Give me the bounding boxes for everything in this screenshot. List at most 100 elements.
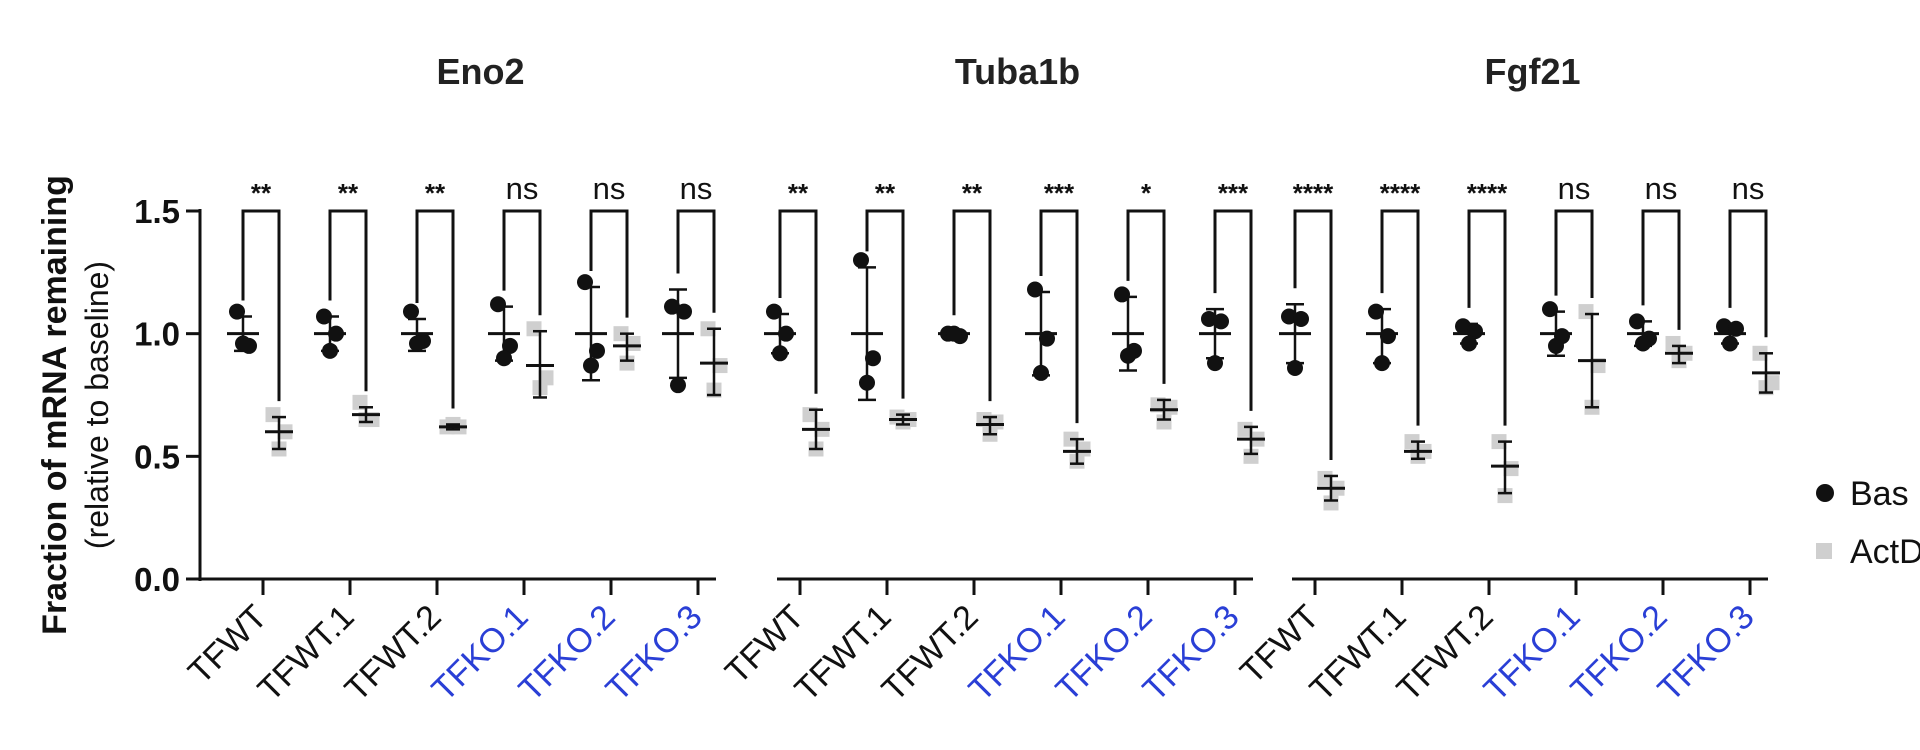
baseline-point bbox=[583, 357, 599, 374]
baseline-point bbox=[859, 374, 875, 391]
x-tick-label: TFWT.2 bbox=[875, 598, 986, 709]
baseline-point bbox=[577, 274, 593, 291]
baseline-point bbox=[946, 325, 962, 342]
significance-label: ** bbox=[338, 178, 359, 208]
y-axis-title: Fraction of mRNA remaining (relative to … bbox=[36, 175, 115, 635]
y-axis-label-line1: Fraction of mRNA remaining bbox=[36, 175, 74, 635]
y-tick-label: 1.5 bbox=[134, 193, 180, 230]
baseline-point bbox=[490, 296, 506, 313]
legend-item-square: ActD bbox=[1816, 533, 1920, 571]
x-tick-label: TFKO.3 bbox=[1651, 598, 1762, 709]
significance-bracket bbox=[1554, 209, 1594, 299]
baseline-point bbox=[1368, 303, 1384, 320]
legend-item-circle: Bas bbox=[1816, 475, 1909, 513]
actd-point bbox=[1317, 470, 1333, 486]
x-tick-label: TFKO.1 bbox=[425, 598, 536, 709]
legend: Bas ActD bbox=[1816, 475, 1920, 571]
x-tick-label: TFWT.1 bbox=[788, 598, 899, 709]
significance-label: ** bbox=[788, 178, 809, 208]
significance-label: *** bbox=[1044, 178, 1075, 208]
baseline-point bbox=[778, 325, 794, 342]
baseline-point bbox=[1293, 310, 1309, 327]
significance-label: ns bbox=[593, 171, 626, 206]
significance-label: ns bbox=[1645, 171, 1678, 206]
y-axis: 0.0 0.5 1.0 1.5 bbox=[134, 193, 202, 598]
panel-fgf21: Fgf21TFWT****TFWT.1****TFWT.2****TFKO.1n… bbox=[1233, 51, 1780, 709]
x-tick-label: TFKO.3 bbox=[1136, 598, 1247, 709]
significance-bracket bbox=[1641, 209, 1681, 330]
chart-panels: Eno2TFWT**TFWT.1**TFWT.2**TFKO.1nsTFKO.2… bbox=[181, 51, 1780, 709]
baseline-point bbox=[1114, 286, 1130, 303]
y-tick-label: 0.5 bbox=[134, 438, 180, 475]
actd-point bbox=[1156, 414, 1172, 430]
significance-bracket bbox=[1213, 209, 1253, 411]
baseline-point bbox=[328, 325, 344, 342]
x-tick-label: TFKO.2 bbox=[1049, 598, 1160, 709]
baseline-point bbox=[1201, 310, 1217, 327]
baseline-point bbox=[853, 252, 869, 269]
baseline-point bbox=[322, 342, 338, 359]
baseline-point bbox=[1207, 355, 1223, 372]
significance-label: *** bbox=[1218, 178, 1249, 208]
baseline-point bbox=[1629, 313, 1645, 330]
baseline-point bbox=[670, 377, 686, 394]
legend-circle-marker bbox=[1816, 484, 1834, 502]
group-tfwt: TFWT** bbox=[181, 178, 293, 691]
baseline-point bbox=[502, 337, 518, 354]
significance-bracket bbox=[865, 209, 905, 399]
baseline-point bbox=[316, 308, 332, 325]
significance-label: ** bbox=[875, 178, 896, 208]
baseline-point bbox=[772, 345, 788, 362]
y-tick-label: 1.0 bbox=[134, 316, 180, 353]
significance-bracket bbox=[1467, 209, 1507, 426]
panel-eno2: Eno2 TFWT**TFWT.1 ** TFWT.2 ** TFKO.1 ns TFKO.2… bbox=[181, 51, 728, 709]
actd-point bbox=[1243, 448, 1259, 464]
baseline-point bbox=[865, 350, 881, 367]
baseline-point bbox=[1213, 313, 1229, 330]
baseline-point bbox=[1716, 318, 1732, 335]
baseline-point bbox=[403, 303, 419, 320]
significance-label: * bbox=[1141, 178, 1152, 208]
significance-label: ns bbox=[1732, 171, 1765, 206]
baseline-point bbox=[1722, 335, 1738, 352]
significance-bracket bbox=[589, 209, 629, 318]
significance-bracket bbox=[952, 209, 992, 402]
baseline-point bbox=[1542, 301, 1558, 318]
y-axis-label-line2: (relative to baseline) bbox=[79, 261, 115, 549]
significance-bracket bbox=[1126, 209, 1166, 384]
actd-point bbox=[1237, 421, 1253, 437]
x-tick-label: TFKO.3 bbox=[599, 598, 710, 709]
actd-point bbox=[1665, 335, 1681, 351]
x-tick-label: TFKO.1 bbox=[1477, 598, 1588, 709]
baseline-point bbox=[1548, 337, 1564, 354]
x-tick-label: TFKO.2 bbox=[1564, 598, 1675, 709]
y-tick-label: 0.0 bbox=[134, 561, 180, 598]
x-tick-label: TFWT.1 bbox=[251, 598, 362, 709]
x-tick-label: TFWT.1 bbox=[1303, 598, 1414, 709]
significance-bracket bbox=[676, 209, 716, 313]
significance-label: ns bbox=[1558, 171, 1591, 206]
x-tick-label: TFWT.2 bbox=[1390, 598, 1501, 709]
baseline-point bbox=[1455, 318, 1471, 335]
legend-label: Bas bbox=[1850, 475, 1909, 513]
actd-point bbox=[1323, 495, 1339, 511]
baseline-point bbox=[664, 298, 680, 315]
legend-square-marker bbox=[1816, 543, 1832, 559]
significance-bracket bbox=[778, 209, 818, 394]
significance-bracket bbox=[328, 209, 368, 392]
significance-label: **** bbox=[1380, 178, 1421, 208]
baseline-point bbox=[496, 350, 512, 367]
x-tick-label: TFKO.1 bbox=[962, 598, 1073, 709]
significance-bracket bbox=[1293, 209, 1333, 460]
baseline-point bbox=[1033, 364, 1049, 381]
baseline-point bbox=[1467, 323, 1483, 340]
baseline-point bbox=[409, 335, 425, 352]
baseline-point bbox=[1027, 281, 1043, 298]
significance-label: ** bbox=[251, 178, 272, 208]
significance-bracket bbox=[241, 209, 281, 402]
group-tfwt: TFWT** bbox=[718, 178, 830, 691]
baseline-point bbox=[1380, 328, 1396, 345]
significance-label: **** bbox=[1293, 178, 1334, 208]
legend-label: ActD bbox=[1850, 533, 1920, 571]
significance-bracket bbox=[1380, 209, 1420, 426]
